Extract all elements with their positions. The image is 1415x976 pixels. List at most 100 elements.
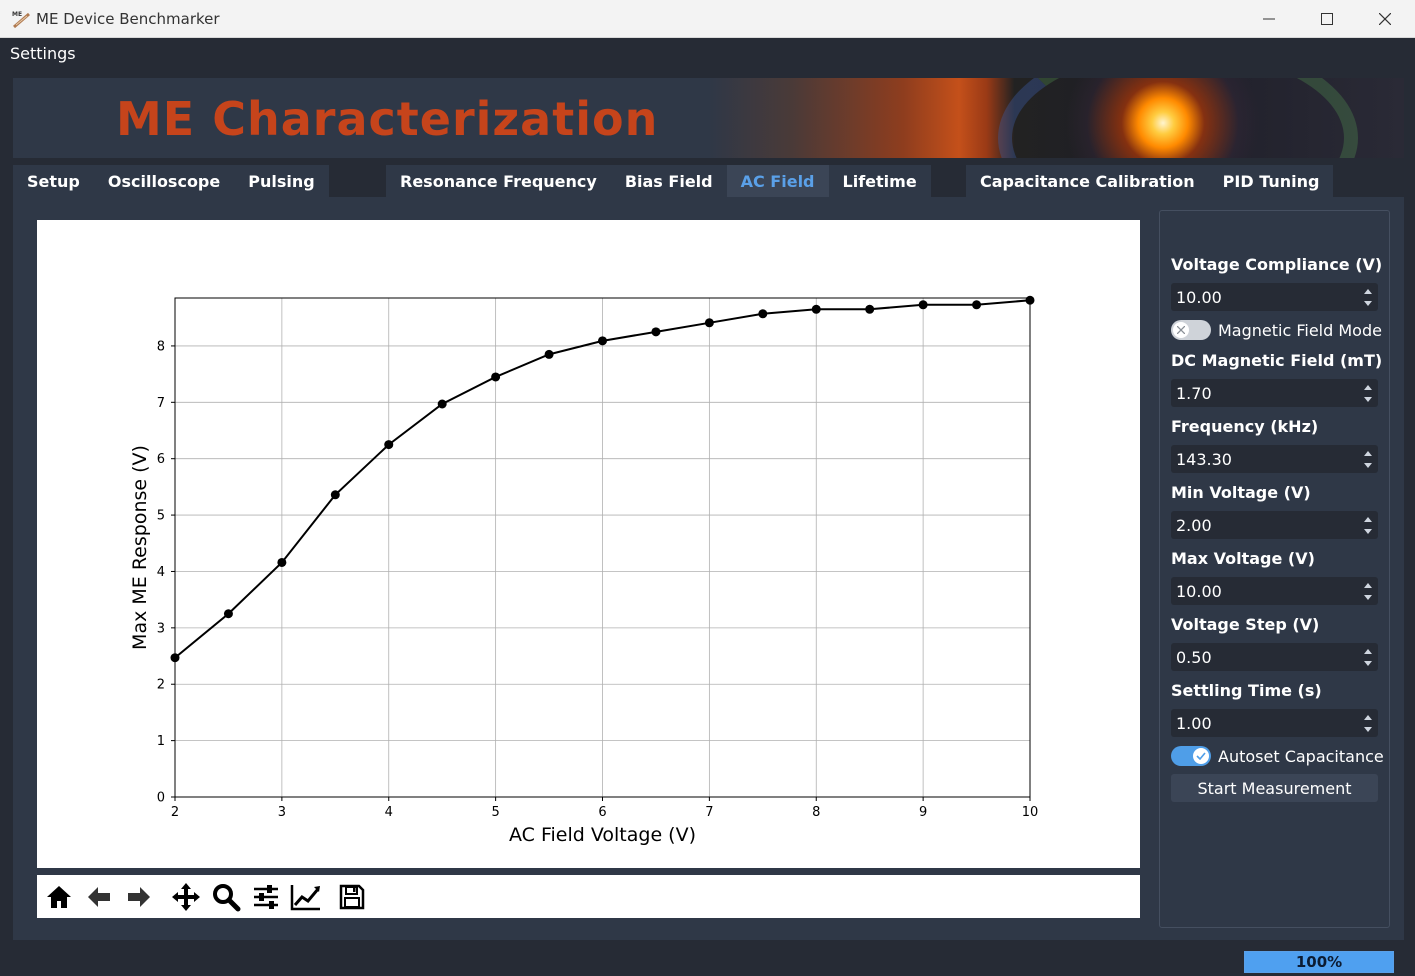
voltage-step-input[interactable]: 0.50 [1171, 643, 1378, 671]
toggle-knob [1193, 748, 1209, 764]
app-logo-icon: ME [11, 9, 31, 29]
spin-down-button[interactable] [1360, 723, 1376, 735]
chevron-up-icon [1364, 714, 1372, 720]
min-voltage-label: Min Voltage (V) [1171, 483, 1311, 502]
tab-group-2: Resonance Frequency Bias Field AC Field … [386, 165, 931, 197]
y-tick-label: 7 [157, 396, 165, 411]
title-bar: ME ME Device Benchmarker [0, 0, 1415, 38]
progress-fill [1245, 952, 1393, 972]
spin-up-button[interactable] [1360, 381, 1376, 393]
window-title: ME Device Benchmarker [36, 10, 220, 28]
spin-up-button[interactable] [1360, 579, 1376, 591]
frequency-label: Frequency (kHz) [1171, 417, 1319, 436]
data-point [865, 304, 875, 314]
settling-time-input[interactable]: 1.00 [1171, 709, 1378, 737]
max-voltage-label: Max Voltage (V) [1171, 549, 1315, 568]
tab-setup[interactable]: Setup [27, 171, 80, 191]
magnetic-field-mode-toggle[interactable] [1171, 320, 1211, 340]
x-tick-label: 6 [598, 805, 606, 820]
y-tick-label: 1 [157, 734, 165, 749]
chevron-down-icon [1364, 462, 1372, 468]
spin-up-button[interactable] [1360, 711, 1376, 723]
tab-lifetime[interactable]: Lifetime [842, 171, 917, 191]
tab-bias-field[interactable]: Bias Field [624, 171, 713, 191]
chevron-down-icon [1364, 396, 1372, 402]
tab-resonance-frequency[interactable]: Resonance Frequency [400, 171, 597, 191]
frequency-input[interactable]: 143.30 [1171, 445, 1378, 473]
banner-title: ME Characterization [116, 92, 659, 146]
voltage-compliance-value: 10.00 [1176, 288, 1222, 307]
tab-group-3: Capacitance Calibration PID Tuning [966, 165, 1334, 197]
tab-pid-tuning[interactable]: PID Tuning [1222, 171, 1320, 191]
autoset-capacitance-label: Autoset Capacitance [1218, 747, 1384, 766]
minimize-button[interactable] [1240, 0, 1298, 38]
home-button[interactable] [43, 881, 75, 913]
spin-down-button[interactable] [1360, 297, 1376, 309]
toggle-knob [1173, 322, 1189, 338]
progress-label: 100% [1295, 953, 1343, 971]
spin-down-button[interactable] [1360, 459, 1376, 471]
start-measurement-button[interactable]: Start Measurement [1171, 774, 1378, 802]
tab-pulsing[interactable]: Pulsing [248, 171, 315, 191]
subplot-config-button[interactable] [250, 881, 282, 913]
spin-up-button[interactable] [1360, 447, 1376, 459]
spin-down-button[interactable] [1360, 657, 1376, 669]
y-tick-label: 4 [157, 565, 165, 580]
dc-magnetic-field-value: 1.70 [1176, 384, 1212, 403]
chevron-up-icon [1364, 384, 1372, 390]
pan-button[interactable] [170, 881, 202, 913]
save-disk-icon [339, 884, 365, 910]
chevron-up-icon [1364, 288, 1372, 294]
save-button[interactable] [336, 881, 368, 913]
data-point [972, 300, 982, 310]
settling-time-value: 1.00 [1176, 714, 1212, 733]
banner-glow-image [1063, 78, 1263, 158]
dc-magnetic-field-label: DC Magnetic Field (mT) [1171, 351, 1383, 370]
voltage-step-label: Voltage Step (V) [1171, 615, 1320, 634]
max-voltage-input[interactable]: 10.00 [1171, 577, 1378, 605]
y-tick-label: 8 [157, 339, 165, 354]
close-icon [1379, 13, 1391, 25]
spin-down-button[interactable] [1360, 393, 1376, 405]
data-point [1025, 295, 1035, 305]
spin-down-button[interactable] [1360, 591, 1376, 603]
tab-oscilloscope[interactable]: Oscilloscope [107, 171, 221, 191]
data-point [651, 327, 661, 337]
forward-button[interactable] [123, 881, 155, 913]
frequency-value: 143.30 [1176, 450, 1232, 469]
spin-up-button[interactable] [1360, 285, 1376, 297]
tab-capacitance-calibration[interactable]: Capacitance Calibration [980, 171, 1195, 191]
data-point [758, 309, 768, 319]
checkmark-icon [1196, 752, 1206, 760]
y-tick-label: 0 [157, 791, 165, 806]
back-button[interactable] [83, 881, 115, 913]
magnetic-field-mode-row: Magnetic Field Mode [1171, 319, 1386, 341]
edit-axes-button[interactable] [290, 881, 322, 913]
chevron-up-icon [1364, 648, 1372, 654]
max-voltage-value: 10.00 [1176, 582, 1222, 601]
chevron-up-icon [1364, 582, 1372, 588]
min-voltage-input[interactable]: 2.00 [1171, 511, 1378, 539]
data-point [704, 318, 714, 328]
menu-settings[interactable]: Settings [10, 44, 76, 63]
tab-group-1: Setup Oscilloscope Pulsing [13, 165, 329, 197]
close-button[interactable] [1356, 0, 1414, 38]
data-point [491, 372, 501, 382]
magnetic-field-mode-label: Magnetic Field Mode [1218, 321, 1382, 340]
plot-canvas[interactable]: 2 3 4 5 6 7 8 9 10 0 1 2 3 4 5 6 7 8 AC Field Voltage (V) M… [37, 220, 1140, 868]
dc-magnetic-field-input[interactable]: 1.70 [1171, 379, 1378, 407]
autoset-capacitance-toggle[interactable] [1171, 746, 1211, 766]
chevron-down-icon [1364, 660, 1372, 666]
y-tick-label: 3 [157, 621, 165, 636]
spin-up-button[interactable] [1360, 645, 1376, 657]
maximize-button[interactable] [1298, 0, 1356, 38]
spin-down-button[interactable] [1360, 525, 1376, 537]
x-tick-label: 9 [919, 805, 927, 820]
voltage-compliance-input[interactable]: 10.00 [1171, 283, 1378, 311]
spin-up-button[interactable] [1360, 513, 1376, 525]
tab-ac-field[interactable]: AC Field [726, 165, 829, 197]
zoom-button[interactable] [210, 881, 242, 913]
plot-toolbar [37, 875, 1140, 918]
autoset-capacitance-row: Autoset Capacitance [1171, 745, 1386, 767]
zoom-magnifier-icon [213, 884, 241, 912]
